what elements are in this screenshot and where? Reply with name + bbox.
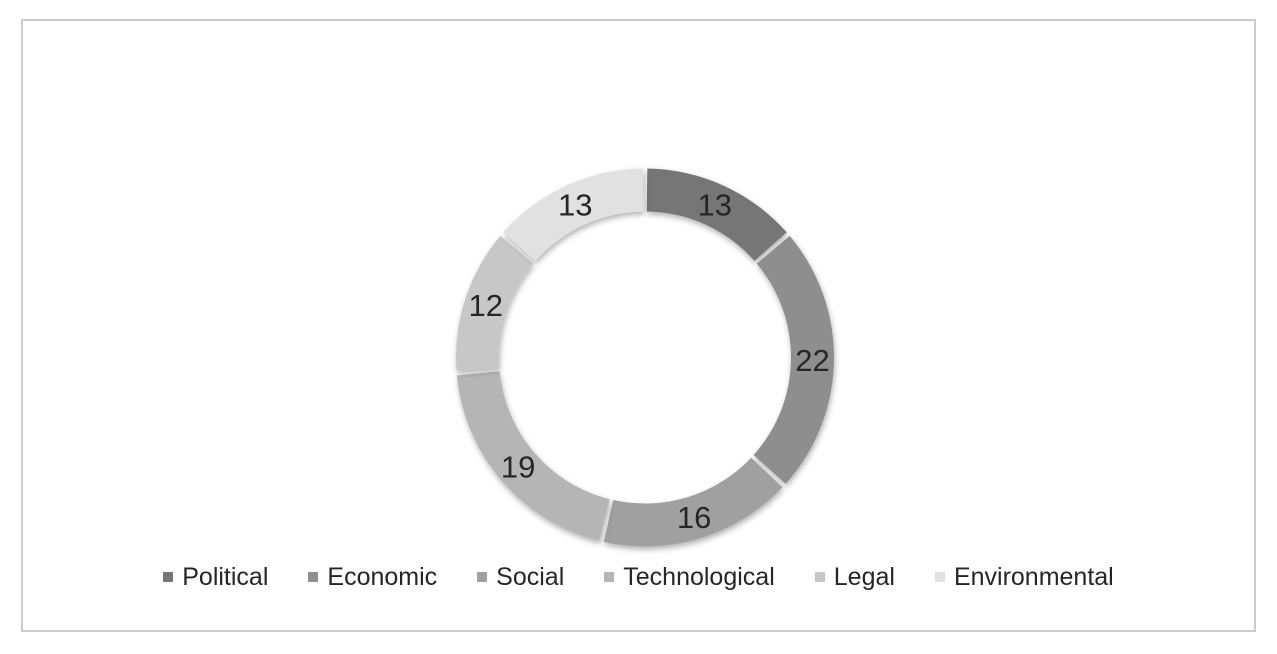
donut-chart: 13 22 16 19 12 13 bbox=[456, 168, 835, 547]
legend-marker-economic bbox=[308, 572, 319, 582]
slice-social bbox=[603, 457, 783, 547]
legend-label-legal: Legal bbox=[833, 562, 895, 591]
legend-marker-social bbox=[477, 572, 488, 582]
legend-item-political: Political bbox=[163, 562, 269, 591]
legend-marker-environmental bbox=[934, 572, 945, 582]
legend-marker-technological bbox=[604, 572, 615, 582]
legend-item-economic: Economic bbox=[308, 562, 438, 591]
legend-label-political: Political bbox=[182, 562, 269, 591]
legend-label-technological: Technological bbox=[623, 562, 775, 591]
slice-environmental bbox=[503, 168, 644, 261]
legend-item-technological: Technological bbox=[604, 562, 775, 591]
data-label-social: 16 bbox=[677, 500, 711, 535]
legend-label-environmental: Environmental bbox=[953, 562, 1114, 591]
legend-label-social: Social bbox=[496, 562, 565, 591]
chart-frame: 13 22 16 19 12 13 Political Economic Social Tech… bbox=[21, 19, 1256, 632]
slice-legal bbox=[456, 235, 534, 371]
slice-technological bbox=[456, 371, 610, 541]
legend-item-legal: Legal bbox=[814, 562, 895, 591]
slice-economic bbox=[753, 235, 835, 484]
legend-marker-political bbox=[163, 572, 174, 582]
data-label-technological: 19 bbox=[501, 449, 535, 484]
legend-item-social: Social bbox=[477, 562, 565, 591]
chart-legend: Political Economic Social Technological Lega… bbox=[23, 562, 1254, 592]
legend-item-environmental: Environmental bbox=[934, 562, 1114, 591]
slice-political bbox=[646, 168, 787, 261]
legend-marker-legal bbox=[814, 572, 825, 582]
data-label-political: 13 bbox=[698, 188, 732, 223]
data-label-environmental: 13 bbox=[558, 188, 592, 223]
data-label-legal: 12 bbox=[468, 288, 502, 323]
data-label-economic: 22 bbox=[795, 343, 829, 378]
legend-label-economic: Economic bbox=[327, 562, 438, 591]
